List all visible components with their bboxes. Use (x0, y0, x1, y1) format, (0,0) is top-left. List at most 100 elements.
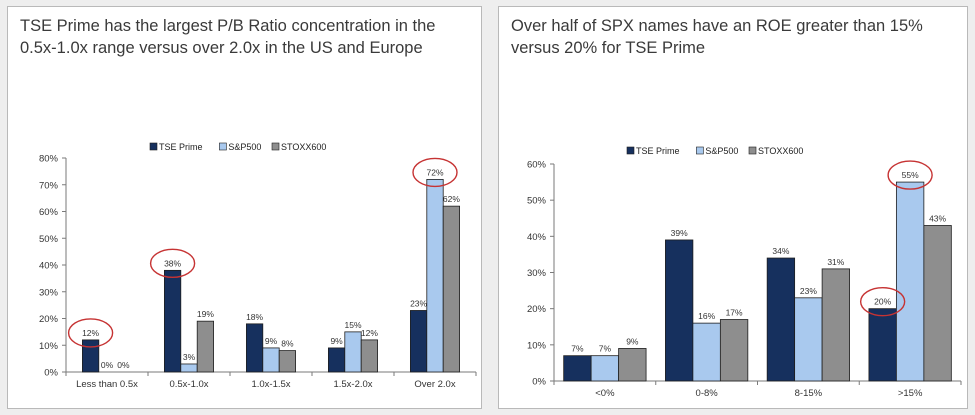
y-tick-label: 60% (39, 207, 59, 218)
data-label: 18% (246, 312, 263, 322)
y-tick-label: 80% (39, 154, 59, 165)
legend-swatch (748, 146, 757, 155)
data-label: 0% (117, 360, 130, 370)
y-tick-label: 10% (39, 341, 59, 352)
y-tick-label: 20% (527, 304, 547, 315)
data-label: 8% (281, 339, 294, 349)
bar (360, 339, 379, 373)
bar (692, 322, 721, 382)
x-tick-label: <0% (595, 388, 615, 399)
data-label: 12% (361, 328, 378, 338)
data-label: 43% (929, 213, 946, 223)
legend-swatch (149, 142, 158, 151)
bar (82, 339, 100, 373)
data-label: 15% (344, 320, 361, 330)
x-tick-label: 8-15% (795, 388, 823, 399)
data-label: 0% (101, 360, 114, 370)
legend-label: STOXX600 (758, 146, 803, 156)
x-tick-label: Over 2.0x (414, 379, 455, 390)
bar (327, 347, 346, 373)
panel-title: TSE Prime has the largest P/B Ratio conc… (20, 17, 436, 57)
y-tick-label: 30% (39, 287, 59, 298)
legend-swatch (626, 146, 635, 155)
data-label: 17% (726, 308, 743, 318)
highlight-circle (859, 286, 906, 317)
data-label: 7% (599, 344, 612, 354)
data-label: 9% (626, 336, 639, 346)
bar (278, 350, 297, 373)
legend-label: S&P500 (228, 142, 261, 152)
x-tick-label: 0.5x-1.0x (169, 379, 208, 390)
y-tick-label: 60% (527, 160, 547, 171)
bar (895, 181, 925, 382)
y-tick-label: 40% (39, 261, 59, 272)
legend-label: TSE Prime (159, 142, 203, 152)
data-label: 19% (197, 309, 214, 319)
legend-label: STOXX600 (281, 142, 326, 152)
legend-swatch (271, 142, 280, 151)
bar (665, 239, 694, 382)
data-label: 34% (772, 246, 789, 256)
bar (344, 331, 362, 373)
bar (245, 323, 264, 373)
data-label: 72% (426, 167, 443, 177)
legend-swatch (219, 142, 227, 151)
highlight-circle (149, 248, 196, 279)
x-tick-label: >15% (898, 388, 923, 399)
bar (719, 319, 749, 382)
highlight-circle (412, 157, 458, 188)
bar (163, 269, 182, 373)
data-label: 55% (902, 170, 919, 180)
bar (442, 205, 461, 373)
bar (426, 178, 444, 373)
x-tick-label: 1.0x-1.5x (251, 379, 290, 390)
x-tick-label: 0-8% (696, 388, 719, 399)
y-tick-label: 50% (39, 234, 59, 245)
x-tick-label: 1.5x-2.0x (333, 379, 372, 390)
bar (766, 257, 796, 382)
y-tick-label: 0% (44, 368, 58, 379)
bar (794, 297, 823, 382)
bar (923, 225, 952, 382)
data-label: 16% (698, 311, 715, 321)
bar (196, 320, 214, 373)
data-label: 31% (827, 257, 844, 267)
y-tick-label: 20% (39, 314, 59, 325)
chart-panel-roe: Over half of SPX names have an ROE great… (498, 6, 968, 409)
legend-label: S&P500 (705, 146, 738, 156)
x-tick-label: Less than 0.5x (76, 379, 138, 390)
bar (262, 347, 280, 373)
highlight-circle (887, 160, 933, 190)
bar (618, 348, 647, 382)
y-tick-label: 0% (532, 377, 546, 388)
data-label: 62% (443, 194, 460, 204)
data-label: 12% (82, 328, 99, 338)
panel-title: Over half of SPX names have an ROE great… (511, 17, 923, 57)
bar (868, 308, 897, 382)
data-label: 3% (183, 352, 196, 362)
data-label: 9% (330, 336, 343, 346)
y-tick-label: 30% (527, 268, 547, 279)
data-label: 23% (410, 298, 427, 308)
y-tick-label: 70% (39, 180, 59, 191)
bar (821, 268, 850, 382)
y-tick-label: 40% (527, 232, 547, 243)
data-label: 9% (265, 336, 278, 346)
legend-swatch (696, 146, 704, 155)
data-label: 23% (800, 286, 817, 296)
bar (563, 355, 592, 382)
y-tick-label: 50% (527, 196, 547, 207)
data-label: 38% (164, 258, 181, 268)
bar (409, 310, 428, 373)
data-label: 39% (671, 228, 688, 238)
roe-chart: 0% 10% 20% 30% 40% 50% 60% <0% 0-8% 8-15% >15% 7% 39… (527, 146, 962, 399)
highlight-circle (67, 318, 114, 348)
bar (590, 355, 620, 382)
data-label: 7% (571, 344, 584, 354)
y-tick-label: 10% (527, 340, 547, 351)
data-label: 20% (874, 297, 891, 307)
chart-panel-pb-ratio: TSE Prime has the largest P/B Ratio conc… (7, 6, 482, 409)
legend-label: TSE Prime (636, 146, 680, 156)
pb-ratio-chart: 0% 10% 20% 30% 40% 50% 60% 70% 80% Less than 0.5x… (39, 142, 477, 390)
bar (180, 363, 198, 373)
